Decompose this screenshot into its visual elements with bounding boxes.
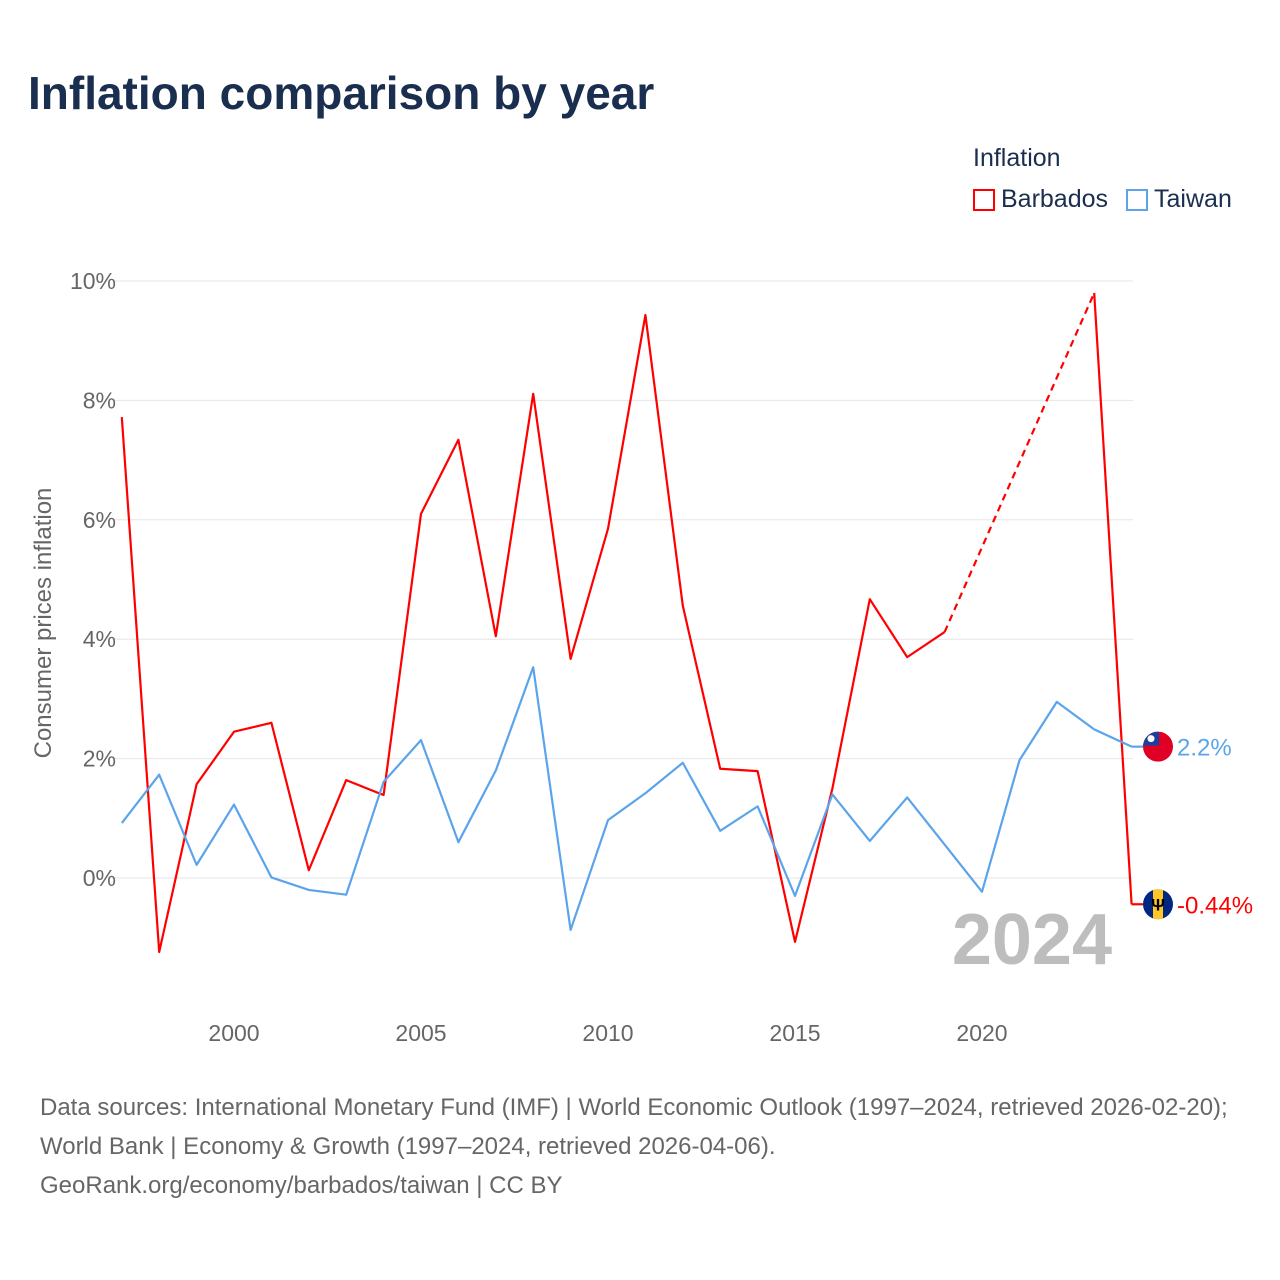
flag-stripe	[1153, 889, 1163, 920]
series-line	[120, 313, 946, 954]
legend-swatch-taiwan	[1126, 188, 1149, 211]
legend-swatch-barbados	[973, 188, 995, 211]
series-line	[1093, 292, 1133, 905]
legend-title: Inflation	[973, 144, 1061, 172]
x-tick-label: 2010	[582, 1020, 633, 1046]
y-tick-label: 0%	[83, 865, 116, 891]
y-tick-label: 8%	[83, 387, 116, 413]
legend-label: Taiwan	[1154, 185, 1232, 213]
series-taiwan: 2.2%	[120, 666, 1232, 932]
sun-icon	[1147, 735, 1155, 743]
x-tick-label: 2020	[956, 1020, 1007, 1046]
footer: Data sources: International Monetary Fun…	[40, 1088, 1250, 1205]
legend-item-barbados[interactable]: Barbados	[973, 185, 1108, 214]
x-tick-label: 2015	[769, 1020, 820, 1046]
end-value-label: -0.44%	[1177, 892, 1253, 919]
x-tick-label: 2000	[208, 1020, 259, 1046]
taiwan-flag-icon	[1143, 731, 1173, 762]
flag-body	[1143, 731, 1173, 762]
barbados-flag-icon: Ψ	[1143, 889, 1173, 920]
y-tick-label: 4%	[83, 626, 116, 652]
x-tick-label: 2005	[395, 1020, 446, 1046]
source-link[interactable]: GeoRank.org/economy/barbados/taiwan | CC…	[40, 1172, 563, 1199]
legend-item-taiwan[interactable]: Taiwan	[1126, 185, 1232, 214]
y-axis-label: Consumer prices inflation	[30, 488, 57, 759]
trident-icon: Ψ	[1151, 895, 1165, 914]
series-gap-line	[943, 292, 1096, 633]
flag-body: Ψ	[1143, 889, 1173, 920]
year-label: 2024	[952, 900, 1112, 980]
y-tick-label: 6%	[83, 507, 116, 533]
y-tick-label: 10%	[70, 268, 116, 294]
series-barbados: Ψ -0.44%	[120, 292, 1253, 954]
y-tick-label: 2%	[83, 746, 116, 772]
series-line	[120, 666, 1133, 932]
data-sources: Data sources: International Monetary Fun…	[40, 1094, 1228, 1160]
end-value-label: 2.2%	[1177, 735, 1232, 762]
legend: Barbados Taiwan	[973, 185, 1232, 214]
legend-label: Barbados	[1001, 185, 1109, 213]
chart-title: Inflation comparison by year	[28, 67, 655, 119]
